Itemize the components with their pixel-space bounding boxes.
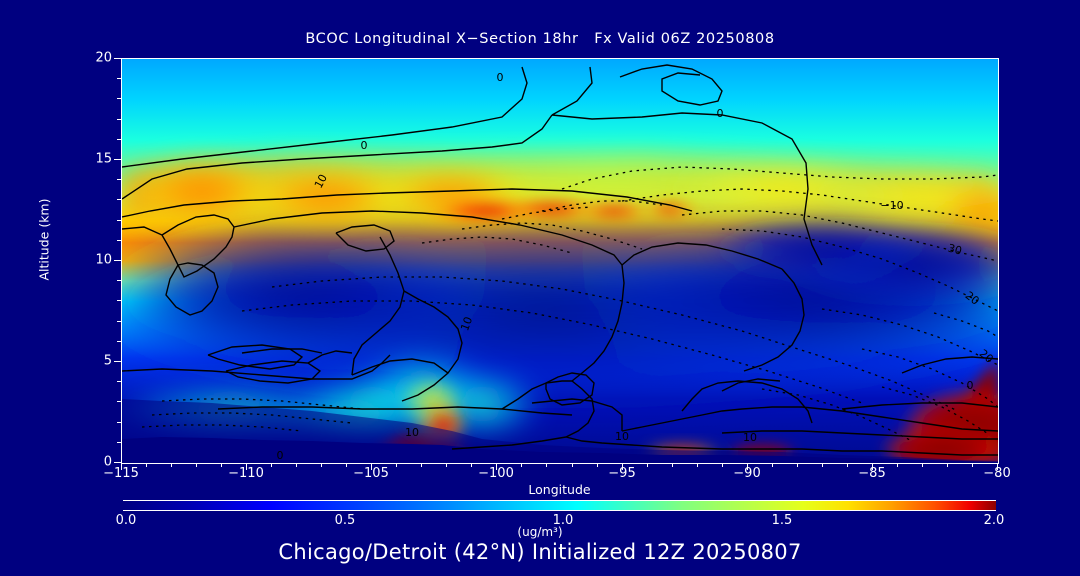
- figure-title: BCOC Longitudinal X−Section 18hr Fx Vali…: [305, 31, 775, 47]
- y-major-tick: [114, 58, 121, 59]
- y-major-tick: [114, 260, 121, 261]
- y-tick-label: 0: [103, 454, 112, 470]
- y-minor-tick: [117, 220, 121, 221]
- x-minor-tick: [421, 463, 422, 467]
- x-tick-label: −80: [983, 466, 1011, 481]
- x-minor-tick: [446, 463, 447, 467]
- y-minor-tick: [117, 139, 121, 140]
- y-minor-tick: [117, 442, 121, 443]
- svg-text:0: 0: [361, 139, 368, 152]
- x-minor-tick: [572, 463, 573, 467]
- x-minor-tick: [697, 463, 698, 467]
- x-minor-tick: [847, 463, 848, 467]
- svg-text:0: 0: [717, 107, 724, 120]
- svg-text:0: 0: [497, 71, 504, 84]
- x-tick-label: −100: [478, 466, 514, 481]
- dashed-contours: [141, 166, 998, 442]
- y-tick-label: 15: [95, 151, 112, 167]
- x-minor-tick: [972, 463, 973, 467]
- svg-text:0: 0: [277, 449, 284, 462]
- x-tick-label: −110: [228, 466, 264, 481]
- solid-contours: [122, 64, 998, 456]
- y-minor-tick: [117, 300, 121, 301]
- y-tick-label: 5: [103, 353, 112, 369]
- colorbar-tick-label: 1.0: [552, 513, 574, 528]
- y-minor-tick: [117, 240, 121, 241]
- y-minor-tick: [117, 98, 121, 99]
- x-minor-tick: [271, 463, 272, 467]
- x-minor-tick: [597, 463, 598, 467]
- x-minor-tick: [321, 463, 322, 467]
- x-axis-label: Longitude: [528, 482, 591, 497]
- x-major-tick: [121, 463, 122, 470]
- y-minor-tick: [117, 321, 121, 322]
- y-axis-label: Altitude (km): [36, 198, 52, 281]
- x-major-tick: [496, 463, 497, 470]
- y-tick-label: 10: [95, 252, 112, 268]
- plot-area[interactable]: 0 10 10 0 0 0 −10 30 20 20 10 10 10 0: [121, 58, 999, 464]
- x-minor-tick: [947, 463, 948, 467]
- svg-text:10: 10: [615, 430, 629, 443]
- x-minor-tick: [521, 463, 522, 467]
- colorbar-tick-label: 1.5: [771, 513, 793, 528]
- svg-text:0: 0: [967, 379, 974, 392]
- x-minor-tick: [396, 463, 397, 467]
- colorbar-tick-label: 0.5: [334, 513, 356, 528]
- x-minor-tick: [922, 463, 923, 467]
- y-major-tick: [114, 159, 121, 160]
- x-major-tick: [371, 463, 372, 470]
- x-minor-tick: [722, 463, 723, 467]
- x-major-tick: [622, 463, 623, 470]
- x-tick-label: −115: [103, 466, 139, 481]
- svg-text:10: 10: [405, 426, 419, 439]
- x-minor-tick: [897, 463, 898, 467]
- svg-text:10: 10: [458, 315, 475, 333]
- x-minor-tick: [797, 463, 798, 467]
- x-minor-tick: [346, 463, 347, 467]
- y-minor-tick: [117, 199, 121, 200]
- x-minor-tick: [196, 463, 197, 467]
- figure-caption: Chicago/Detroit (42°N) Initialized 12Z 2…: [278, 540, 802, 564]
- x-minor-tick: [471, 463, 472, 467]
- x-tick-label: −95: [608, 466, 636, 481]
- x-minor-tick: [822, 463, 823, 467]
- svg-text:30: 30: [946, 242, 963, 258]
- x-minor-tick: [171, 463, 172, 467]
- x-minor-tick: [672, 463, 673, 467]
- y-major-tick: [114, 462, 121, 463]
- colorbar-tick-label: 2.0: [983, 513, 1005, 528]
- svg-text:−10: −10: [880, 199, 903, 212]
- y-minor-tick: [117, 341, 121, 342]
- svg-text:10: 10: [312, 172, 330, 190]
- y-minor-tick: [117, 78, 121, 79]
- y-minor-tick: [117, 179, 121, 180]
- cross-section-field: 0 10 10 0 0 0 −10 30 20 20 10 10 10 0: [122, 59, 998, 463]
- svg-text:10: 10: [743, 431, 757, 444]
- colorbar-unit-label: (ug/m³): [517, 525, 563, 539]
- x-minor-tick: [546, 463, 547, 467]
- x-major-tick: [246, 463, 247, 470]
- x-minor-tick: [221, 463, 222, 467]
- colorbar-tick-label: 0.0: [115, 513, 137, 528]
- x-tick-label: −90: [733, 466, 761, 481]
- x-major-tick: [747, 463, 748, 470]
- x-minor-tick: [146, 463, 147, 467]
- x-major-tick: [997, 463, 998, 470]
- y-major-tick: [114, 361, 121, 362]
- y-minor-tick: [117, 401, 121, 402]
- y-minor-tick: [117, 381, 121, 382]
- x-minor-tick: [296, 463, 297, 467]
- y-tick-label: 20: [95, 50, 112, 66]
- x-tick-label: −105: [353, 466, 389, 481]
- x-minor-tick: [647, 463, 648, 467]
- x-minor-tick: [772, 463, 773, 467]
- colorbar[interactable]: [123, 500, 996, 511]
- x-tick-label: −85: [858, 466, 886, 481]
- y-minor-tick: [117, 119, 121, 120]
- y-minor-tick: [117, 422, 121, 423]
- y-minor-tick: [117, 280, 121, 281]
- x-major-tick: [872, 463, 873, 470]
